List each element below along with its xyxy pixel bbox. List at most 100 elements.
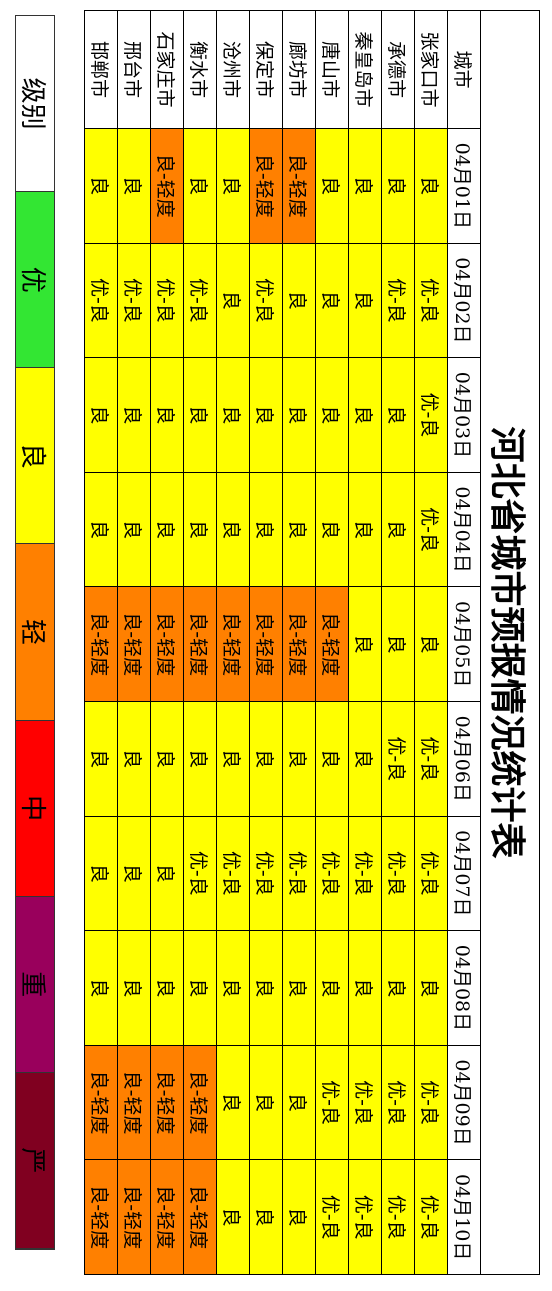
forecast-cell: 良 [249,357,283,473]
table-row: 廊坊市 良-轻度良良良良-轻度良优-良良良良 [282,10,316,1275]
forecast-cell: 良 [315,930,349,1046]
forecast-cell: 良 [282,701,316,817]
forecast-cell: 优-良 [381,816,415,931]
table-row: 承德市良优-良良良良优-良 优-良良优-良 优-良 [381,10,415,1275]
forecast-cell: 良-轻度 [150,586,184,702]
forecast-cell: 优-良 [414,472,448,587]
table-body: 张家口市良优-良 优-良 优-良良优-良 优-良良优-良 优-良 承德市良优-良良良良优-… [84,10,448,1275]
forecast-cell: 良 [216,128,250,244]
city-cell: 保定市 [249,10,283,129]
legend-item: 重 [16,896,54,1073]
forecast-cell: 良 [381,128,415,244]
forecast-cell: 良 [249,701,283,817]
forecast-cell: 良 [183,357,217,473]
forecast-cell: 良 [282,243,316,358]
forecast-cell: 良 [282,357,316,473]
forecast-cell: 良 [348,357,382,473]
forecast-cell: 优-良 [381,243,415,358]
forecast-cell: 优-良 [282,816,316,931]
forecast-cell: 优-良 [414,243,448,358]
forecast-cell: 良 [117,816,151,931]
forecast-cell: 良 [348,128,382,244]
forecast-cell: 良 [117,930,151,1046]
forecast-cell: 良 [348,930,382,1046]
forecast-cell: 良 [150,930,184,1046]
forecast-cell: 良 [315,701,349,817]
header-row: 城市 04月01日 04月02日 04月03日 04月04日 04月05日 04月06日 04… [447,10,481,1275]
forecast-cell: 良 [150,472,184,587]
forecast-cell: 优-良 [315,816,349,931]
city-cell: 衡水市 [183,10,217,129]
forecast-cell: 良-轻度 [183,1159,217,1275]
forecast-cell: 优-良 [414,357,448,473]
city-cell: 秦皇岛市 [348,10,382,129]
table-row: 邢台市良优-良良良良-轻度良良良良-轻度 良-轻度 [117,10,151,1275]
forecast-cell: 优-良 [348,816,382,931]
table-row: 衡水市良优-良良良良-轻度良优-良良良-轻度 良-轻度 [183,10,217,1275]
city-cell: 张家口市 [414,10,448,129]
table-row: 张家口市良优-良 优-良 优-良良优-良 优-良良优-良 优-良 [414,10,448,1275]
forecast-cell: 良 [183,128,217,244]
table-row: 唐山市良良良良良-轻度良优-良良优-良 优-良 [315,10,349,1275]
city-cell: 邯郸市 [84,10,118,129]
forecast-cell: 良 [282,930,316,1046]
forecast-cell: 良-轻度 [249,586,283,702]
forecast-cell: 良 [117,357,151,473]
forecast-cell: 优-良 [414,1159,448,1275]
header-cell: 城市 [447,10,481,129]
forecast-cell: 优-良 [348,1159,382,1275]
legend-item: 轻 [16,544,54,721]
forecast-cell: 良-轻度 [183,586,217,702]
forecast-cell: 优-良 [348,1045,382,1160]
forecast-cell: 良 [249,1159,283,1275]
city-cell: 邢台市 [117,10,151,129]
header-cell: 04月07日 [447,816,481,931]
forecast-cell: 良 [183,472,217,587]
forecast-cell: 良 [150,357,184,473]
header-cell: 04月09日 [447,1045,481,1160]
forecast-cell: 良-轻度 [183,1045,217,1160]
forecast-cell: 优-良 [381,1045,415,1160]
forecast-cell: 良 [117,128,151,244]
forecast-cell: 良 [117,701,151,817]
legend-item: 严 [16,1072,54,1249]
forecast-cell: 良 [249,930,283,1046]
forecast-cell: 良-轻度 [150,1159,184,1275]
city-cell: 廊坊市 [282,10,316,129]
forecast-cell: 良 [282,1159,316,1275]
header-cell: 04月08日 [447,930,481,1046]
forecast-cell: 良 [348,472,382,587]
legend: 级别优良轻中重严 [15,15,55,1250]
forecast-cell: 良 [183,701,217,817]
table-title: 河北省城市预报情况统计表 [480,10,540,1275]
forecast-cell: 优-良 [117,243,151,358]
header-cell: 04月04日 [447,472,481,587]
city-cell: 沧州市 [216,10,250,129]
forecast-cell: 良 [249,1045,283,1160]
forecast-cell: 良-轻度 [315,586,349,702]
forecast-cell: 良 [249,472,283,587]
forecast-cell: 优-良 [150,243,184,358]
forecast-cell: 良 [84,930,118,1046]
forecast-cell: 良 [84,472,118,587]
city-cell: 唐山市 [315,10,349,129]
forecast-cell: 优-良 [249,243,283,358]
forecast-cell: 良 [414,128,448,244]
forecast-cell: 良 [84,816,118,931]
forecast-cell: 优-良 [414,701,448,817]
forecast-cell: 良 [216,701,250,817]
forecast-cell: 良 [282,1045,316,1160]
forecast-cell: 良 [84,357,118,473]
legend-item: 良 [16,368,54,545]
forecast-cell: 良 [150,816,184,931]
forecast-cell: 良 [150,701,184,817]
forecast-cell: 良-轻度 [282,128,316,244]
forecast-cell: 良 [216,1045,250,1160]
forecast-cell: 良-轻度 [117,1159,151,1275]
forecast-cell: 良 [414,586,448,702]
legend-item: 级别 [16,16,54,193]
forecast-cell: 良-轻度 [216,586,250,702]
forecast-cell: 良-轻度 [84,586,118,702]
forecast-cell: 良 [381,472,415,587]
